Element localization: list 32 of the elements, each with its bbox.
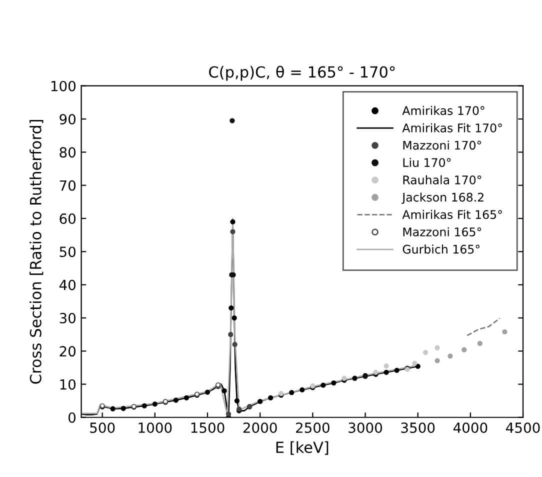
legend-label: Jackson 168.2 <box>402 192 484 204</box>
legend-label: Amirikas Fit 170° <box>402 123 502 132</box>
legend-label: Amirikas 170° <box>402 106 484 116</box>
legend-label: Mazzoni 165° <box>403 227 482 236</box>
y-tick-label: 50 <box>60 246 76 258</box>
legend-label: Gurbich 165° <box>402 244 480 254</box>
y-tick-label: 90 <box>60 114 76 124</box>
y-tick-label: 60 <box>60 213 76 224</box>
x-axis-title: E [keV] <box>276 441 328 455</box>
legend-label: Liu 170° <box>403 158 451 168</box>
y-tick-label: 10 <box>60 379 76 390</box>
x-tick-label: 1500 <box>191 422 224 433</box>
y-tick-label: 80 <box>60 147 76 158</box>
x-tick-label: 4000 <box>453 422 488 433</box>
y-tick-label: 0 <box>68 412 76 423</box>
x-tick-label: 1000 <box>138 422 172 433</box>
legend-label: Mazzoni 170° <box>403 140 482 150</box>
y-axis-title: Cross Section [Ratio to Rutherford] <box>30 120 44 384</box>
y-tick-label: 20 <box>60 346 76 357</box>
x-tick-label: 2500 <box>296 422 330 433</box>
x-tick-label: 4500 <box>506 422 540 433</box>
y-tick-label: 40 <box>59 280 76 290</box>
legend-label: Rauhala 170° <box>403 175 482 184</box>
x-tick-label: 500 <box>90 422 115 433</box>
y-tick-label: 30 <box>60 312 76 324</box>
chart-title: C(p,p)C, θ = 165° - 170° <box>209 66 395 81</box>
x-tick-label: 3000 <box>348 422 382 433</box>
x-tick-label: 3500 <box>401 422 435 433</box>
legend-label: Amirikas Fit 165° <box>402 210 502 220</box>
x-tick-label: 2000 <box>243 422 277 433</box>
y-tick-label: 70 <box>60 180 76 191</box>
y-tick-label: 100 <box>51 80 76 92</box>
